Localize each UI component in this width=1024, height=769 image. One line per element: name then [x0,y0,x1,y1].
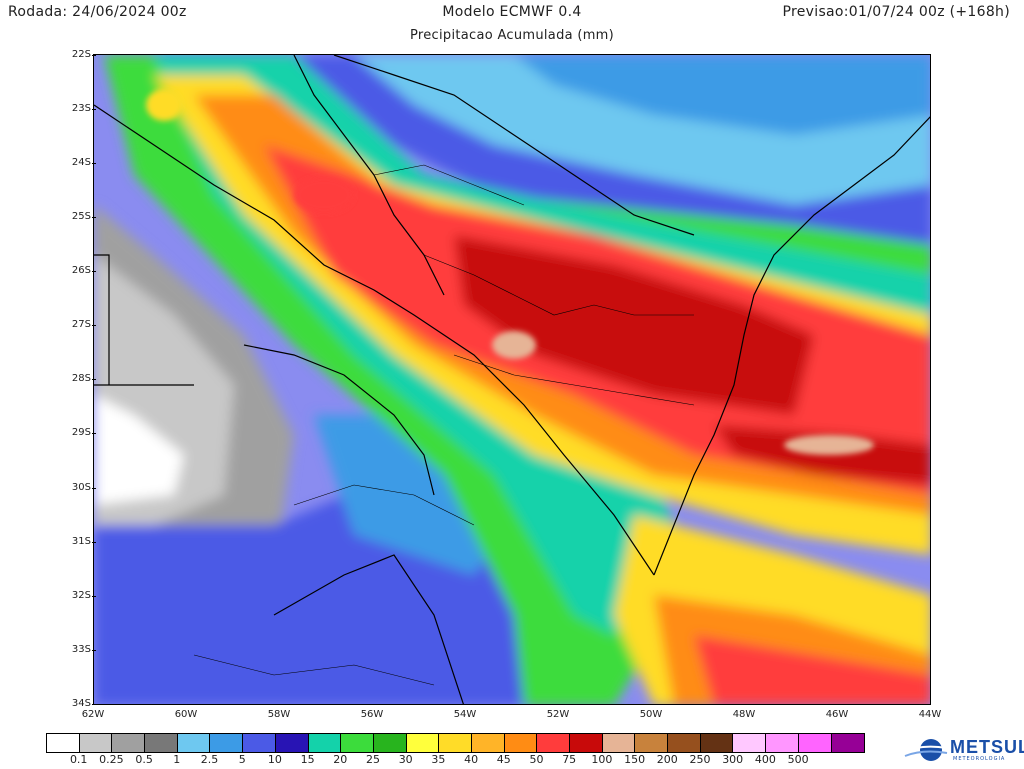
map-subtitle: Precipitacao Acumulada (mm) [409,28,614,43]
legend-label: 30 [398,753,413,766]
lon-label-62w: 62W [81,709,105,720]
legend-swatch [798,734,832,752]
legend-label: 50 [529,753,544,766]
forecast-time: Previsao:01/07/24 00z (+168h) [782,4,1010,20]
lat-label-30s: 30S [67,482,96,493]
legend-swatch [766,734,799,752]
lon-label-46w: 46W [825,709,849,720]
legend-swatch [570,734,603,752]
legend-swatch [504,734,538,752]
logo-tagline: METEOROLOGIA [953,756,1006,762]
legend-label: 35 [431,753,446,766]
legend-swatch [471,734,505,752]
state-borders [193,164,695,686]
lon-label-58w: 58W [267,709,291,720]
lon-label-54w: 54W [453,709,477,720]
lat-label-27s: 27S [67,319,96,330]
legend-label: 10 [267,753,282,766]
legend-label: 100 [591,753,613,766]
legend-label: 25 [366,753,380,766]
lat-label-23s: 23S [67,103,96,114]
legend-swatch [79,734,113,752]
lon-label-50w: 50W [639,709,663,720]
color-scale [46,733,866,753]
legend-label: 1 [173,753,181,766]
lat-label-31s: 31S [67,536,96,547]
legend-swatch [700,734,734,752]
legend-swatch [406,734,440,752]
logo-name: METSUL [950,737,1024,757]
legend-label: 15 [300,753,315,766]
legend-swatch [243,734,276,752]
legend-swatch [47,734,80,752]
legend-label: 5 [238,753,246,766]
lat-label-24s: 24S [67,157,96,168]
legend-label: 500 [787,753,809,766]
legend-label: 0.25 [99,753,124,766]
lon-label-44w: 44W [918,709,942,720]
legend-label: 150 [624,753,646,766]
lat-label-32s: 32S [67,590,96,601]
legend-swatch [308,734,342,752]
precipitation-map [93,54,931,705]
lat-label-25s: 25S [67,211,96,222]
legend-swatch [831,734,865,752]
legend-swatch [635,734,669,752]
precipitation-field [94,55,930,704]
legend-swatch [275,734,309,752]
lat-label-22s: 22S [67,49,96,60]
legend-label: 45 [496,753,511,766]
legend-label: 300 [722,753,744,766]
lat-label-34s: 34S [67,698,96,709]
legend-label: 200 [656,753,678,766]
lon-label-48w: 48W [732,709,756,720]
model-name: Modelo ECMWF 0.4 [442,4,582,20]
lon-label-60w: 60W [174,709,198,720]
legend-label: 0.5 [135,753,153,766]
metsul-logo: METSUL METEOROLOGIA [901,736,1024,766]
legend-swatch [210,734,244,752]
legend-label: 2.5 [200,753,219,766]
legend-swatch [602,734,636,752]
legend-swatch [733,734,767,752]
legend-swatch [341,734,374,752]
lat-label-28s: 28S [67,373,96,384]
legend-swatch [668,734,701,752]
legend-label: 250 [689,753,711,766]
legend-swatch [177,734,211,752]
legend-label: 75 [562,753,577,766]
legend-swatch [112,734,146,752]
legend-label: 40 [464,753,479,766]
lon-label-56w: 56W [360,709,384,720]
legend-label: 20 [333,753,348,766]
lat-label-26s: 26S [67,265,96,276]
legend-swatch [537,734,570,752]
legend-swatch [373,734,407,752]
legend-swatch [145,734,178,752]
legend-label: 0.1 [69,753,88,766]
legend-swatch [439,734,472,752]
lat-label-29s: 29S [67,427,96,438]
legend-label: 400 [754,753,776,766]
globe-icon [902,739,948,761]
lat-label-33s: 33S [67,644,96,655]
lon-label-52w: 52W [546,709,570,720]
run-date: Rodada: 24/06/2024 00z [8,4,187,20]
